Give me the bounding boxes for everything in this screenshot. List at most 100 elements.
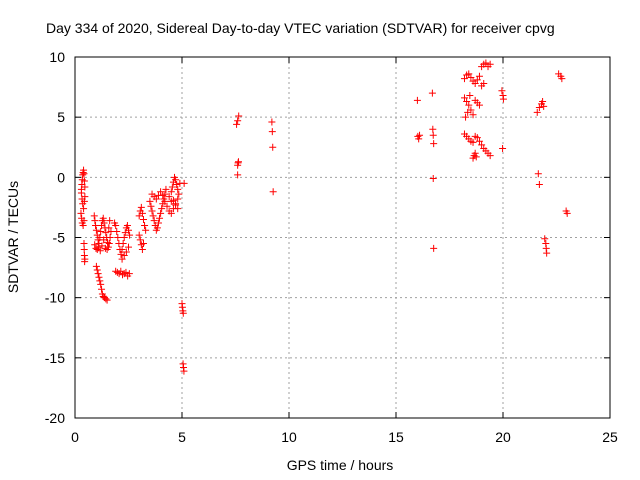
data-point <box>467 73 475 81</box>
data-point <box>117 250 125 258</box>
data-point <box>122 268 130 276</box>
data-point <box>102 229 110 237</box>
grid-lines <box>75 57 610 418</box>
data-point <box>97 280 105 288</box>
data-point <box>100 236 108 244</box>
data-point <box>94 270 102 278</box>
data-point <box>152 195 160 203</box>
y-tick-label: -5 <box>53 230 66 246</box>
data-point <box>163 202 171 210</box>
data-point <box>100 219 108 227</box>
data-point <box>473 134 481 142</box>
x-tick-label: 15 <box>388 429 404 445</box>
data-point <box>80 205 88 213</box>
data-point <box>172 201 180 209</box>
data-point <box>268 128 276 136</box>
data-point <box>499 95 507 103</box>
data-point <box>471 149 479 157</box>
data-point <box>464 108 472 116</box>
data-point <box>113 227 121 235</box>
y-tick-label: 5 <box>57 109 65 125</box>
data-point <box>103 246 111 254</box>
data-point <box>154 219 162 227</box>
data-point <box>139 240 147 248</box>
data-point <box>97 227 105 235</box>
data-point <box>416 131 424 139</box>
data-point <box>92 262 100 270</box>
data-point <box>142 226 150 234</box>
data-point <box>174 195 182 203</box>
data-point <box>175 190 183 198</box>
data-point <box>91 241 99 249</box>
data-point <box>96 277 104 285</box>
data-point <box>429 175 437 183</box>
data-point <box>167 188 175 196</box>
data-point <box>80 170 88 178</box>
data-point <box>269 143 277 151</box>
data-point <box>96 247 104 255</box>
data-point <box>541 235 549 243</box>
axis-ticks: 0 5 10 15 20 25 -20 -15 -10 -5 0 5 10 <box>45 49 618 445</box>
data-point <box>498 87 506 95</box>
data-point <box>473 76 481 84</box>
data-point <box>122 248 130 256</box>
data-point <box>475 137 483 145</box>
data-point <box>90 212 98 220</box>
data-point <box>180 179 188 187</box>
data-point <box>471 79 479 87</box>
data-point <box>157 209 165 217</box>
data-point <box>169 196 177 204</box>
data-point <box>102 295 110 303</box>
data-point <box>81 255 89 263</box>
data-point <box>179 309 187 317</box>
data-point <box>463 98 471 106</box>
data-point <box>167 209 175 217</box>
data-point <box>543 249 551 257</box>
data-point <box>95 273 103 281</box>
data-point <box>138 209 146 217</box>
y-tick-label: -10 <box>45 290 65 306</box>
data-point <box>161 197 169 205</box>
data-point <box>162 185 170 193</box>
data-point <box>126 231 134 239</box>
data-point <box>80 246 88 254</box>
data-point <box>269 188 277 196</box>
data-point <box>168 183 176 191</box>
y-tick-label: -20 <box>45 410 65 426</box>
data-point <box>146 197 154 205</box>
data-point <box>92 221 100 229</box>
data-point <box>138 246 146 254</box>
data-point <box>77 209 85 217</box>
data-point <box>141 221 149 229</box>
data-point <box>147 202 155 210</box>
data-point <box>486 152 494 160</box>
x-tick-label: 25 <box>602 429 618 445</box>
data-point <box>539 98 547 106</box>
data-point <box>428 89 436 97</box>
data-point <box>101 244 109 252</box>
data-point <box>563 209 571 217</box>
data-point <box>415 135 423 143</box>
data-point <box>157 188 165 196</box>
data-point <box>125 226 132 234</box>
data-point <box>465 70 473 78</box>
x-axis-label: GPS time / hours <box>287 457 394 473</box>
data-point <box>469 111 477 119</box>
data-point <box>159 191 167 199</box>
data-point <box>430 140 438 148</box>
data-point <box>113 268 121 276</box>
data-point <box>105 224 113 232</box>
data-point <box>114 234 122 241</box>
data-point <box>535 104 543 112</box>
y-tick-label: 0 <box>57 169 65 185</box>
data-point <box>150 217 158 225</box>
data-point <box>99 214 107 222</box>
data-point <box>77 189 85 197</box>
y-axis-label: SDTVAR / TECUs <box>5 181 21 293</box>
data-point <box>234 171 242 179</box>
data-point <box>180 367 188 375</box>
data-point <box>96 234 104 241</box>
data-point <box>98 285 106 293</box>
data-point <box>106 217 114 225</box>
